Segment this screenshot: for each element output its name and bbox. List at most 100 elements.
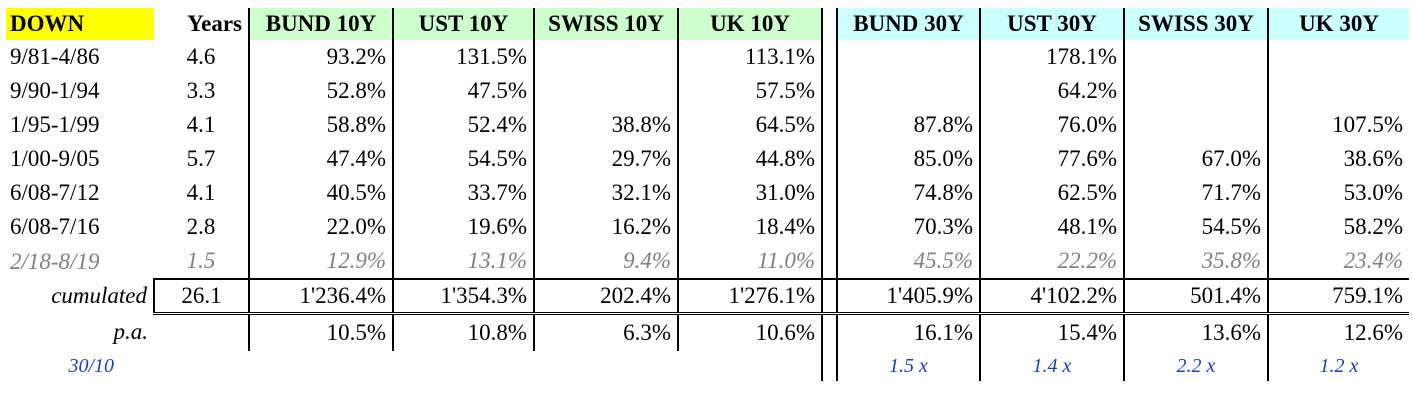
- column-gap: [821, 313, 838, 351]
- column-gap: [821, 142, 838, 176]
- value-cell: 77.6%: [979, 142, 1124, 176]
- period-label: 1/00-9/05: [10, 146, 100, 171]
- ratio-value: 1.5 x: [889, 354, 928, 377]
- header-uk-30y: UK 30Y: [1267, 8, 1409, 40]
- header-down: DOWN: [6, 8, 154, 40]
- ratio-row: 30/10 1.5 x 1.4 x 2.2 x 1.2 x: [6, 351, 1409, 381]
- value-cell: 38.6%: [1267, 142, 1409, 176]
- period-label: 1/95-1/99: [10, 112, 100, 137]
- per-annum-row: p.a. 10.5% 10.8% 6.3% 10.6% 16.1% 15.4% …: [6, 313, 1409, 352]
- per-annum-value: 16.1%: [913, 320, 973, 345]
- value-cell: 70.3%: [913, 214, 973, 239]
- header-swiss-10y: SWISS 10Y: [533, 8, 678, 40]
- header-years: Years: [187, 11, 242, 36]
- value-cell: 57.5%: [677, 74, 822, 108]
- cumulated-value: 1'405.9%: [837, 278, 980, 315]
- value-cell: 19.6%: [392, 210, 534, 244]
- column-gap: [821, 108, 838, 142]
- header-ust-30y: UST 30Y: [979, 8, 1124, 40]
- column-gap: [821, 176, 838, 210]
- value-cell: 35.8%: [1123, 244, 1268, 279]
- drawdown-table-container: DOWN Years BUND 10Y UST 10Y SWISS 10Y UK…: [6, 8, 1409, 381]
- value-cell: 22.2%: [979, 244, 1124, 279]
- column-gap: [821, 8, 838, 40]
- header-uk-10y: UK 10Y: [677, 8, 822, 40]
- ratio-value: 2.2 x: [1123, 351, 1268, 381]
- value-cell: [837, 74, 980, 108]
- header-row: DOWN Years BUND 10Y UST 10Y SWISS 10Y UK…: [6, 8, 1409, 40]
- years-cell: 4.6: [186, 44, 216, 69]
- column-gap: [821, 351, 838, 381]
- value-cell: 62.5%: [979, 176, 1124, 210]
- ratio-value: 1.2 x: [1267, 351, 1409, 381]
- value-cell: 71.7%: [1123, 176, 1268, 210]
- value-cell: 44.8%: [677, 142, 822, 176]
- value-cell: 31.0%: [677, 176, 822, 210]
- years-cell: 2.8: [186, 214, 216, 239]
- table-row: 6/08-7/16 2.8 22.0% 19.6% 16.2% 18.4% 70…: [6, 210, 1409, 244]
- empty-cell: [393, 351, 534, 381]
- value-cell: 85.0%: [913, 146, 973, 171]
- per-annum-value: 10.8%: [392, 313, 534, 351]
- cumulated-value: 1'354.3%: [392, 278, 534, 315]
- value-cell: 11.0%: [677, 244, 822, 279]
- cumulated-row: cumulated 26.1 1'236.4% 1'354.3% 202.4% …: [6, 278, 1409, 315]
- value-cell: 107.5%: [1267, 108, 1409, 142]
- column-gap: [821, 74, 838, 108]
- per-annum-value: 6.3%: [533, 313, 678, 351]
- value-cell: 48.1%: [979, 210, 1124, 244]
- header-swiss-30y: SWISS 30Y: [1123, 8, 1268, 40]
- value-cell: 131.5%: [392, 40, 534, 74]
- value-cell: 93.2%: [248, 40, 393, 74]
- ratio-value: 1.4 x: [979, 351, 1124, 381]
- header-bund-10y: BUND 10Y: [248, 8, 393, 40]
- value-cell: 113.1%: [677, 40, 822, 74]
- per-annum-label: p.a.: [113, 319, 149, 345]
- table-row: 1/95-1/99 4.1 58.8% 52.4% 38.8% 64.5% 87…: [6, 108, 1409, 142]
- value-cell: 58.2%: [1267, 210, 1409, 244]
- value-cell: 29.7%: [533, 142, 678, 176]
- value-cell: 16.2%: [533, 210, 678, 244]
- value-cell: 87.8%: [913, 112, 973, 137]
- value-cell: 22.0%: [248, 210, 393, 244]
- value-cell: [533, 74, 678, 108]
- value-cell: 32.1%: [533, 176, 678, 210]
- value-cell: [1267, 74, 1409, 108]
- cumulated-value: 1'276.1%: [677, 278, 822, 315]
- value-cell: 23.4%: [1267, 244, 1409, 279]
- value-cell: 76.0%: [979, 108, 1124, 142]
- value-cell: [1267, 40, 1409, 74]
- header-ust-10y: UST 10Y: [392, 8, 534, 40]
- empty-cell: [678, 351, 822, 381]
- years-cell: 3.3: [186, 78, 216, 103]
- per-annum-value: 10.6%: [677, 313, 822, 351]
- cumulated-label: cumulated: [51, 283, 147, 309]
- cumulated-value: 4'102.2%: [979, 278, 1124, 315]
- value-cell: 178.1%: [979, 40, 1124, 74]
- value-cell: 9.4%: [533, 244, 678, 279]
- period-label: 6/08-7/16: [10, 214, 100, 239]
- ratio-label: 30/10: [68, 354, 114, 377]
- value-cell: 45.5%: [913, 248, 973, 273]
- value-cell: [533, 40, 678, 74]
- value-cell: 33.7%: [392, 176, 534, 210]
- table-row: 1/00-9/05 5.7 47.4% 54.5% 29.7% 44.8% 85…: [6, 142, 1409, 176]
- value-cell: 18.4%: [677, 210, 822, 244]
- value-cell: 67.0%: [1123, 142, 1268, 176]
- per-annum-value: 15.4%: [979, 313, 1124, 351]
- column-gap: [821, 210, 838, 244]
- empty-cell: [534, 351, 678, 381]
- value-cell: [1123, 108, 1268, 142]
- column-gap: [821, 278, 838, 315]
- cumulated-years: 26.1: [153, 278, 249, 315]
- per-annum-value: 12.6%: [1267, 313, 1409, 351]
- table-row-recent: 2/18-8/19 1.5 12.9% 13.1% 9.4% 11.0% 45.…: [6, 244, 1409, 279]
- years-cell: 5.7: [186, 146, 216, 171]
- value-cell: 47.5%: [392, 74, 534, 108]
- empty-cell: [154, 351, 249, 381]
- empty-cell: [154, 314, 249, 352]
- period-label: 9/90-1/94: [10, 78, 100, 103]
- value-cell: 64.5%: [677, 108, 822, 142]
- value-cell: 52.8%: [248, 74, 393, 108]
- table-row: 6/08-7/12 4.1 40.5% 33.7% 32.1% 31.0% 74…: [6, 176, 1409, 210]
